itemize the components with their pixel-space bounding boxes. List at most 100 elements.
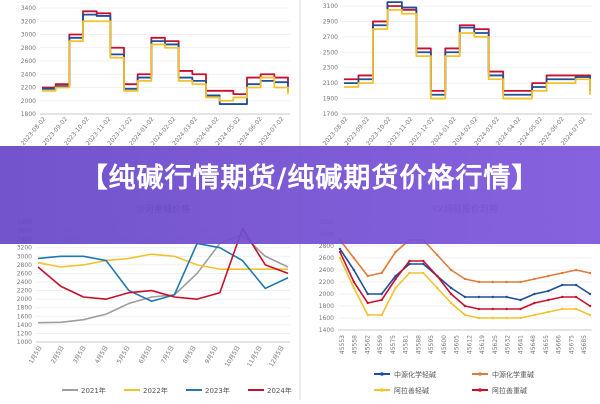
x-tick-label: 1月5日 <box>28 345 44 366</box>
x-tick-label: 45619 <box>479 335 486 354</box>
legend-marker <box>380 388 384 392</box>
data-point <box>491 316 494 320</box>
data-point <box>436 253 439 257</box>
y-tick-label: 1200 <box>17 330 32 337</box>
x-tick-label: 12月5日 <box>268 345 286 369</box>
title-banner: 【纯碱行情期货/纯碱期货价格行情】 <box>0 146 600 244</box>
series-line-3 <box>339 257 591 319</box>
data-point <box>505 295 508 299</box>
x-tick-label: 6月5日 <box>138 345 154 366</box>
data-point <box>561 295 564 299</box>
y-tick-label: 1800 <box>17 305 32 312</box>
chart-svg-top-right: 170019002100230025002700290031002023-08-… <box>322 1 592 147</box>
y-tick-label: 1800 <box>319 303 334 310</box>
legend-label: 2021年 <box>81 386 106 395</box>
series-line-1 <box>344 5 591 92</box>
x-tick-label: 5月5日 <box>116 345 132 366</box>
y-tick-label: 2800 <box>17 262 32 269</box>
legend-label: 中源化学重碱 <box>492 370 534 379</box>
x-tick-label: 3月5日 <box>72 345 88 366</box>
data-point <box>477 280 481 284</box>
data-point <box>547 310 550 314</box>
data-point <box>477 295 481 299</box>
data-point <box>463 277 467 281</box>
data-point <box>561 271 564 275</box>
x-tick-label: 45575 <box>390 335 397 354</box>
data-point <box>561 283 564 287</box>
x-tick-label: 45600 <box>441 335 448 354</box>
series-line-2 <box>344 1 591 96</box>
data-point <box>366 274 369 278</box>
data-point <box>408 262 411 266</box>
x-tick-label: 45612 <box>466 335 473 354</box>
y-tick-label: 2000 <box>21 98 36 105</box>
y-tick-label: 2400 <box>319 267 334 274</box>
data-point <box>449 292 453 296</box>
data-point <box>574 283 578 287</box>
data-point <box>449 286 453 290</box>
series-line-2 <box>42 13 289 105</box>
x-tick-label: 45648 <box>530 335 537 354</box>
data-point <box>449 301 453 305</box>
data-point <box>380 313 383 317</box>
data-point <box>533 292 536 296</box>
data-point <box>394 277 397 281</box>
data-point <box>533 277 536 281</box>
data-point <box>519 307 522 311</box>
y-tick-label: 3100 <box>323 3 338 10</box>
y-tick-label: 2600 <box>319 255 334 262</box>
data-point <box>366 313 369 317</box>
data-point <box>352 280 356 284</box>
y-tick-label: 2900 <box>323 18 338 25</box>
legend-marker <box>478 388 482 392</box>
data-point <box>394 286 397 290</box>
data-point <box>352 286 356 290</box>
data-point <box>574 295 578 299</box>
x-tick-label: 45562 <box>364 335 371 354</box>
x-tick-label: 45553 <box>339 335 346 354</box>
y-tick-label: 2100 <box>323 80 338 87</box>
x-tick-label: 45655 <box>543 335 550 354</box>
data-point <box>547 289 550 293</box>
data-point <box>519 298 522 302</box>
series-line-4 <box>339 251 591 310</box>
x-tick-label: 11月5日 <box>246 345 264 369</box>
series-line-3 <box>344 8 591 100</box>
y-tick-label: 2200 <box>17 288 32 295</box>
data-point <box>380 292 383 296</box>
data-point <box>491 280 494 284</box>
data-point <box>491 295 494 299</box>
x-tick-label: 45641 <box>517 335 524 354</box>
x-tick-label: 4月5日 <box>94 345 110 366</box>
data-point <box>352 256 356 260</box>
x-tick-label: 45675 <box>568 335 575 354</box>
x-tick-label: 7月5日 <box>160 345 176 366</box>
x-tick-label: 45569 <box>377 335 384 354</box>
data-point <box>436 274 439 278</box>
y-tick-label: 3200 <box>17 245 32 252</box>
legend-marker <box>478 372 482 376</box>
y-tick-label: 1600 <box>319 315 334 322</box>
y-tick-label: 2400 <box>17 279 32 286</box>
chart-panel-top-right: 1700 1900 2100 2300 2500 2700 2900 3100 2023-08-… <box>302 0 600 148</box>
y-tick-label: 3400 <box>21 5 36 12</box>
legend-label: 2023年 <box>205 386 230 395</box>
data-point <box>574 268 578 272</box>
legend-marker <box>380 372 384 376</box>
y-tick-label: 2300 <box>323 65 338 72</box>
x-tick-label: 45581 <box>403 335 410 354</box>
y-tick-label: 2600 <box>21 58 36 65</box>
x-tick-label: 45666 <box>556 335 563 354</box>
data-point <box>394 274 397 278</box>
data-point <box>588 292 592 296</box>
y-tick-label: 3000 <box>17 253 32 260</box>
y-tick-label: 2200 <box>319 279 334 286</box>
legend-label: 中源化学轻碱 <box>394 370 436 379</box>
y-tick-label: 2400 <box>21 71 36 78</box>
y-tick-label: 2000 <box>17 296 32 303</box>
data-point <box>477 316 481 320</box>
y-tick-label: 1400 <box>319 327 334 334</box>
legend-label: 阿拉善重碱 <box>492 386 527 395</box>
data-point <box>422 262 425 266</box>
x-tick-label: 45605 <box>454 335 461 354</box>
